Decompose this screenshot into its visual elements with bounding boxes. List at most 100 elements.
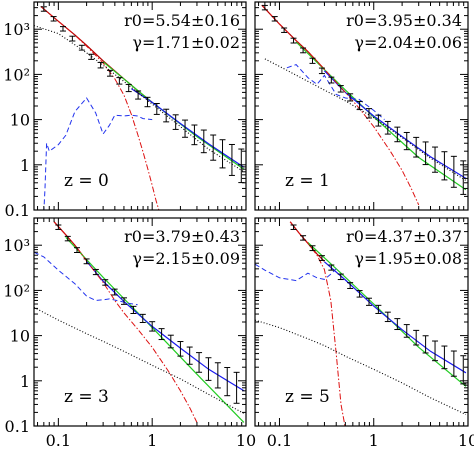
x-tick-label: 10	[236, 431, 256, 450]
data-point	[394, 318, 401, 331]
data-point	[300, 235, 307, 241]
x-tick-label: 0.1	[46, 431, 71, 450]
data-point	[40, 6, 47, 12]
data-point	[290, 37, 297, 44]
x-tick-label: 1	[147, 431, 157, 450]
x-tick-label: 10	[458, 431, 474, 450]
data-point	[177, 341, 184, 357]
gamma-label: γ=2.04±0.06	[354, 33, 462, 52]
data-point	[366, 297, 373, 306]
data-point	[450, 155, 457, 188]
data-point	[83, 258, 90, 265]
data-point	[191, 124, 198, 146]
series-line-dashdot-red	[289, 221, 346, 426]
panel-3: 10³ 10² 10 1 0.1 0.1 1 10 r0=3.79±0.43 γ=2.15±0.0…	[3, 217, 256, 450]
data-point	[413, 329, 420, 346]
gamma-label: γ=2.15±0.09	[132, 249, 240, 268]
series-line-dashed-blue	[43, 97, 153, 210]
plot-area	[255, 221, 467, 426]
y-tick-label: 0.1	[5, 417, 30, 436]
r0-label: r0=5.54±0.16	[124, 11, 240, 30]
data-point	[102, 279, 109, 286]
data-point	[403, 324, 410, 338]
y-tick-label: 10²	[3, 65, 30, 84]
y-tick-label: 10²	[3, 281, 30, 300]
series-line-dashdot-red	[53, 221, 198, 423]
data-point	[182, 119, 189, 138]
data-point	[135, 90, 142, 100]
data-point	[149, 321, 156, 332]
data-point	[88, 53, 95, 60]
data-point	[460, 160, 467, 195]
data-point	[205, 357, 212, 381]
series-line-solid-green	[295, 41, 467, 191]
data-point	[422, 335, 429, 354]
data-point	[210, 134, 217, 161]
data-point	[73, 247, 80, 253]
y-tick-label: 10³	[3, 20, 30, 39]
data-point	[309, 57, 316, 64]
data-point	[167, 334, 174, 349]
data-point	[163, 108, 170, 123]
y-tick-label: 10³	[3, 236, 30, 255]
data-point	[356, 100, 363, 111]
data-point	[158, 328, 165, 341]
data-point	[125, 83, 132, 93]
data-point	[441, 151, 448, 181]
series-line-dashed-blue	[255, 263, 337, 282]
data-point	[290, 224, 297, 230]
series-line-dotted-black	[264, 58, 467, 181]
r0-label: r0=3.79±0.43	[124, 227, 240, 246]
data-point	[228, 143, 235, 176]
data-point	[219, 139, 226, 169]
y-tick-label: 1	[20, 372, 30, 391]
data-point	[214, 362, 221, 389]
data-point	[309, 245, 316, 252]
gamma-label: γ=1.95±0.08	[354, 249, 462, 268]
data-point	[111, 288, 118, 296]
data-point	[59, 26, 66, 32]
plot-area	[34, 5, 245, 210]
data-point	[186, 346, 193, 365]
data-point	[233, 371, 240, 404]
data-point	[384, 311, 391, 323]
data-point	[403, 131, 410, 151]
data-point	[224, 367, 231, 397]
redshift-label: z = 5	[285, 387, 330, 407]
data-point	[432, 340, 439, 362]
r0-label: r0=3.95±0.34	[346, 11, 462, 30]
data-point	[50, 16, 57, 22]
data-point	[450, 350, 457, 377]
y-tick-label: 1	[20, 156, 30, 175]
series-line-dashdot-red	[40, 6, 160, 210]
data-point	[460, 355, 467, 385]
r0-label: r0=4.37±0.37	[346, 227, 462, 246]
data-point	[106, 69, 113, 77]
data-point	[300, 47, 307, 54]
data-point	[337, 273, 344, 281]
data-point	[318, 67, 325, 75]
data-point	[153, 103, 160, 115]
data-point	[347, 282, 354, 289]
x-tick-label: 0.1	[267, 431, 292, 450]
data-point	[271, 16, 278, 22]
panel-1: 10³ 10² 10 1 0.1 r0=5.54±0.16 γ=1.71±0.02 z = 0	[3, 1, 247, 220]
data-point	[328, 264, 335, 271]
plot-area	[34, 221, 245, 423]
data-point	[384, 120, 391, 135]
data-point	[281, 27, 288, 33]
data-point	[347, 93, 354, 102]
series-line-dashdot-red	[261, 4, 420, 206]
data-point	[318, 255, 325, 261]
data-point	[121, 297, 128, 305]
data-point	[78, 44, 85, 51]
data-point	[139, 313, 146, 323]
series-line-solid-blue	[86, 260, 245, 392]
y-tick-label: 10	[10, 327, 30, 346]
data-point	[172, 114, 179, 130]
data-point	[92, 268, 99, 276]
series-line-dashed-blue	[34, 251, 138, 306]
data-point	[441, 345, 448, 370]
data-point	[375, 304, 382, 314]
